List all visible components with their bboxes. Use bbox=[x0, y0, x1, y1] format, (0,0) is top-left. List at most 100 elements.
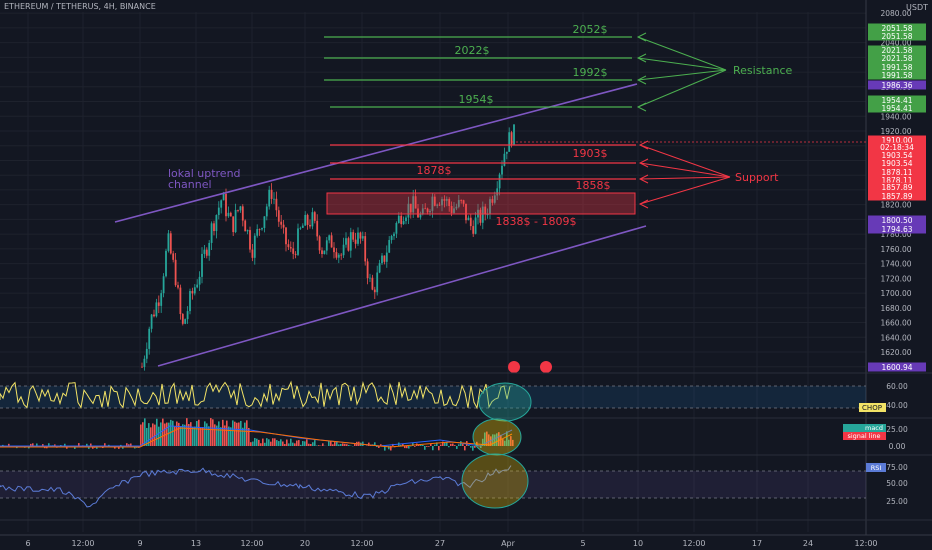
macd-histogram-bar bbox=[188, 424, 190, 446]
macd-histogram-bar bbox=[264, 442, 266, 446]
macd-histogram-bar bbox=[390, 446, 392, 451]
rsi-tick-label: 50.00 bbox=[886, 479, 908, 488]
resistance-arrowhead bbox=[636, 75, 647, 85]
price-axis-tag bbox=[868, 103, 926, 113]
candle-body bbox=[251, 249, 254, 258]
macd-histogram-bar bbox=[510, 436, 512, 446]
resistance-arrow bbox=[637, 69, 727, 81]
macd-histogram-bar bbox=[54, 444, 56, 446]
macd-histogram-bar bbox=[512, 439, 514, 446]
candle-body bbox=[174, 259, 177, 286]
macd-histogram-bar bbox=[158, 426, 160, 446]
support-arrow bbox=[639, 176, 731, 180]
macd-histogram-bar bbox=[178, 422, 180, 446]
candle-body bbox=[491, 199, 494, 203]
time-tick-label: 9 bbox=[137, 539, 142, 548]
resistance-label: Resistance bbox=[733, 64, 793, 77]
event-flag-icon bbox=[508, 361, 520, 373]
candle-body bbox=[265, 206, 268, 217]
macd-histogram-bar bbox=[240, 420, 242, 446]
macd-histogram-bar bbox=[388, 446, 390, 450]
candle-body bbox=[234, 209, 237, 233]
macd-histogram-bar bbox=[418, 444, 420, 446]
macd-tick-label: 25.00 bbox=[886, 425, 908, 434]
price-axis-tag-label: 1910.00 bbox=[881, 136, 912, 145]
candle-body bbox=[489, 199, 491, 215]
candle-body bbox=[503, 153, 506, 166]
macd-histogram-bar bbox=[220, 427, 222, 446]
macd-histogram-bar bbox=[258, 439, 260, 446]
macd-histogram-bar bbox=[464, 446, 466, 451]
candle-body bbox=[357, 232, 359, 244]
candle-body bbox=[455, 206, 458, 209]
price-axis-tag bbox=[868, 23, 926, 33]
candle-body bbox=[304, 214, 307, 226]
candle-body bbox=[258, 229, 261, 230]
price-axis-tag bbox=[868, 53, 926, 63]
candle-body bbox=[474, 217, 477, 234]
candle-body bbox=[297, 228, 299, 255]
event-flag-icon bbox=[540, 361, 552, 373]
price-tick-label: 1680.00 bbox=[880, 304, 911, 313]
macd-histogram-bar bbox=[64, 443, 66, 446]
macd-histogram-bar bbox=[214, 424, 216, 446]
support-zone-box bbox=[326, 192, 636, 215]
macd-histogram-bar bbox=[400, 444, 402, 446]
resistance-price-label: 1954$ bbox=[459, 93, 494, 106]
macd-histogram-bar bbox=[294, 443, 296, 446]
price-axis-tag bbox=[868, 31, 926, 41]
candle-body bbox=[373, 289, 376, 293]
candle-body bbox=[393, 233, 395, 237]
macd-histogram-bar bbox=[286, 439, 288, 446]
macd-histogram-bar bbox=[308, 443, 310, 446]
price-tick-label: 1700.00 bbox=[880, 289, 911, 298]
support-arrow bbox=[639, 176, 731, 205]
rsi-badge bbox=[866, 463, 886, 472]
macd-histogram-bar bbox=[232, 420, 234, 446]
macd-histogram-bar bbox=[426, 446, 428, 447]
candle-body bbox=[335, 252, 338, 258]
macd-histogram-bar bbox=[32, 443, 34, 446]
price-tick-label: 1780.00 bbox=[880, 230, 911, 239]
macd-histogram-bar bbox=[152, 423, 154, 446]
macd-histogram-bar bbox=[368, 442, 370, 446]
candle-body bbox=[217, 207, 220, 216]
resistance-price-label: 1992$ bbox=[573, 66, 608, 79]
macd-histogram-bar bbox=[486, 431, 488, 446]
macd-histogram-bar bbox=[86, 443, 88, 446]
candle-body bbox=[424, 208, 427, 210]
macd-histogram-bar bbox=[490, 436, 492, 446]
candle-body bbox=[316, 220, 319, 237]
candle-body bbox=[169, 233, 172, 254]
candle-body bbox=[155, 302, 158, 317]
macd-histogram-bar bbox=[148, 423, 150, 446]
price-axis-tag bbox=[868, 167, 926, 177]
macd-histogram-bar bbox=[234, 421, 236, 446]
candle-body bbox=[453, 208, 455, 213]
candle-body bbox=[186, 311, 189, 320]
candle-body bbox=[301, 225, 304, 228]
channel-label-line2: channel bbox=[168, 178, 212, 191]
macd-histogram-bar bbox=[304, 441, 306, 446]
candle-body bbox=[294, 253, 297, 255]
macd-histogram-bar bbox=[216, 425, 218, 446]
macd-histogram-bar bbox=[244, 422, 246, 446]
macd-histogram-bar bbox=[128, 444, 130, 446]
macd-histogram-bar bbox=[444, 442, 446, 446]
price-axis-tag-label: 1954.41 bbox=[881, 104, 912, 113]
price-axis-tag-label: 1794.63 bbox=[881, 225, 912, 234]
macd-histogram-bar bbox=[488, 434, 490, 446]
rsi-line bbox=[0, 465, 512, 508]
macd-histogram-bar bbox=[446, 442, 448, 446]
macd-histogram-bar bbox=[140, 424, 142, 446]
candle-body bbox=[325, 240, 328, 251]
macd-histogram-bar bbox=[312, 442, 314, 446]
macd-histogram-bar bbox=[2, 444, 4, 446]
macd-histogram-bar bbox=[222, 419, 224, 446]
time-tick-label: 12:00 bbox=[682, 539, 705, 548]
macd-histogram-bar bbox=[120, 444, 122, 446]
macd-histogram-bar bbox=[130, 443, 132, 446]
macd-histogram-bar bbox=[142, 422, 144, 446]
candle-body bbox=[443, 199, 446, 201]
